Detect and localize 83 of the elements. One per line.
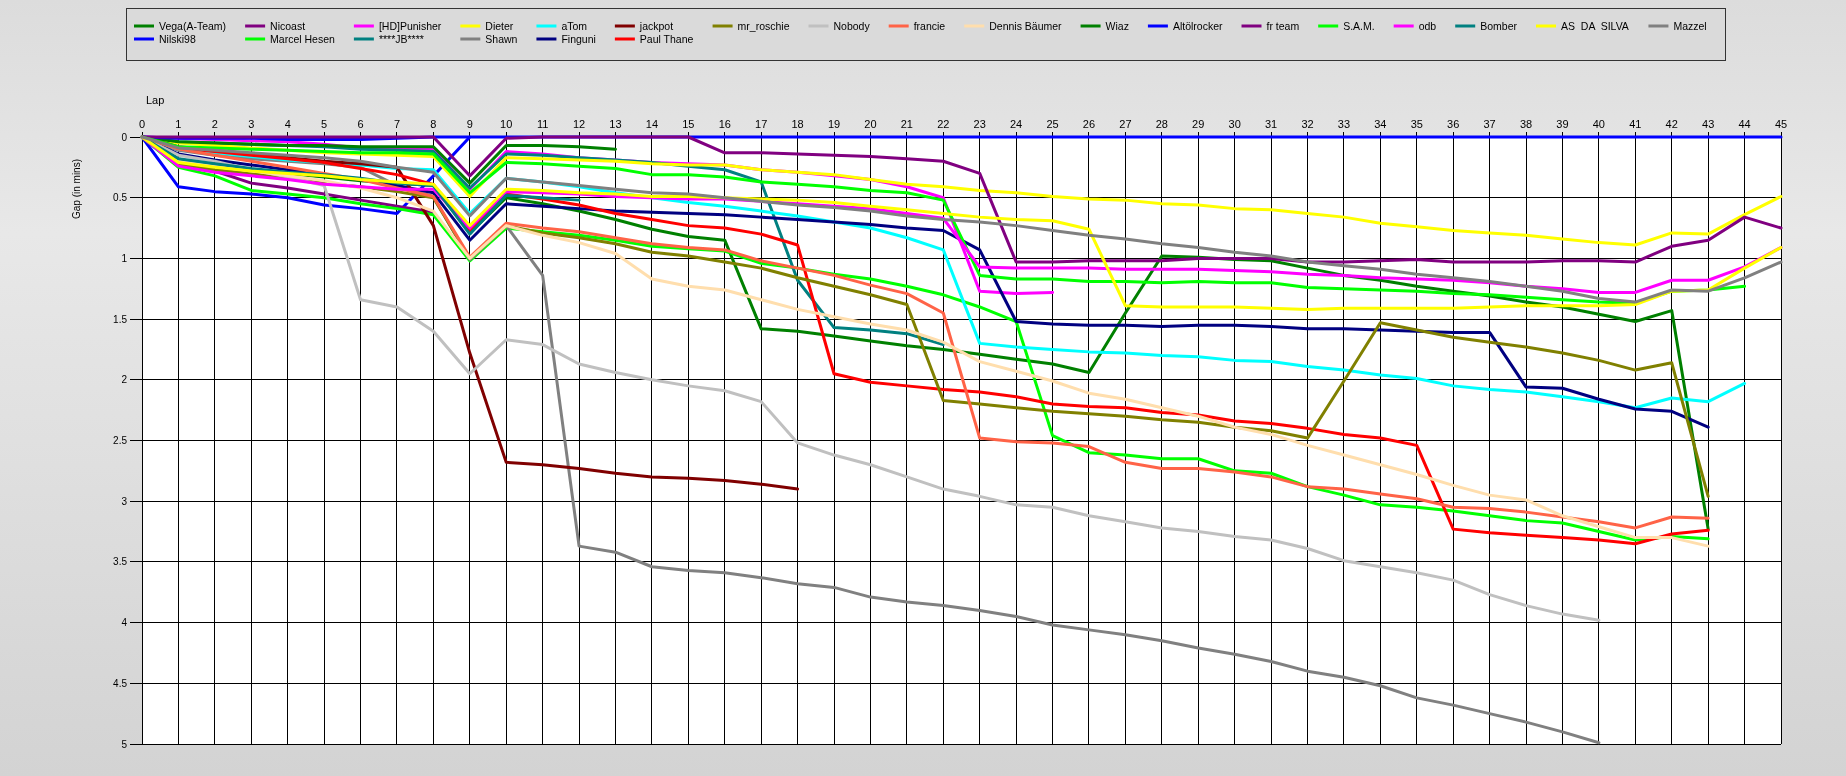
x-tick-label: 6: [357, 118, 364, 130]
legend-label: aTom: [561, 19, 588, 32]
x-tick-label: 24: [1010, 118, 1023, 130]
legend-label: Paul Thane: [639, 32, 694, 45]
legend-label: ****JB****: [378, 32, 424, 45]
legend-label: Finguni: [561, 32, 596, 45]
y-tick-label: 0.5: [113, 192, 128, 204]
x-tick-label: 34: [1374, 118, 1387, 130]
y-tick-label: 5: [121, 738, 128, 750]
y-tick-label: 0: [121, 131, 128, 143]
y-axis-title: Gap (in mins): [71, 158, 82, 220]
x-tick-label: 13: [609, 118, 622, 130]
x-tick-label: 41: [1629, 118, 1642, 130]
x-tick-label: 27: [1119, 118, 1132, 130]
x-tick-label: 18: [791, 118, 804, 130]
legend-label: mr_roschie: [737, 19, 790, 32]
x-tick-label: 31: [1264, 118, 1278, 130]
x-tick-label: 12: [572, 118, 586, 130]
x-tick-label: 15: [682, 118, 695, 130]
x-tick-label: 30: [1228, 118, 1241, 130]
x-tick-label: 39: [1556, 118, 1569, 130]
legend-label: Mazzel: [1673, 19, 1707, 32]
legend-label: Shawn: [485, 32, 518, 45]
x-tick-label: 38: [1519, 118, 1533, 130]
legend-label: Dennis Bäumer: [989, 19, 1063, 32]
x-tick-label: 22: [937, 118, 950, 130]
legend-label: Altölrocker: [1172, 19, 1224, 32]
x-tick-label: 0: [138, 118, 146, 130]
x-tick-label: 45: [1774, 118, 1788, 130]
y-tick-label: 3.5: [113, 556, 128, 568]
legend-label: Marcel Hesen: [270, 32, 336, 45]
x-tick-label: 1: [175, 118, 182, 130]
x-tick-label: 17: [755, 118, 768, 130]
x-tick-label: 35: [1410, 118, 1423, 130]
x-tick-label: 11: [536, 118, 549, 130]
x-tick-label: 8: [430, 118, 437, 130]
y-tick-label: 3: [121, 495, 128, 507]
x-tick-label: 43: [1702, 118, 1715, 130]
x-tick-label: 4: [284, 118, 291, 130]
legend-label: AS DA SILVA: [1560, 19, 1629, 32]
legend-label: francie: [913, 19, 946, 32]
legend-label: Dieter: [485, 19, 514, 32]
x-tick-label: 10: [500, 118, 513, 130]
y-tick-label: 1: [121, 252, 128, 264]
x-tick-label: 23: [973, 118, 986, 130]
y-tick-label: 2.5: [113, 435, 128, 446]
x-tick-label: 5: [321, 118, 328, 130]
y-tick-label: 2: [121, 374, 128, 386]
x-tick-label: 29: [1192, 118, 1205, 130]
x-tick-label: 25: [1046, 118, 1059, 130]
x-tick-label: 7: [393, 118, 401, 130]
legend-label: jackpot: [638, 19, 674, 32]
legend-label: Bomber: [1480, 19, 1518, 32]
legend-label: Wiaz: [1105, 19, 1129, 32]
x-tick-label: 36: [1447, 118, 1460, 130]
x-tick-label: 2: [211, 118, 218, 130]
x-tick-label: 14: [645, 118, 659, 130]
legend-label: [HD]Punisher: [378, 19, 442, 32]
legend-label: fr team: [1266, 19, 1300, 32]
x-tick-label: 28: [1155, 118, 1168, 130]
y-tick-label: 1.5: [113, 313, 128, 325]
x-tick-label: 44: [1738, 118, 1751, 130]
legend-label: Nicoast: [270, 19, 306, 32]
legend-label: Vega(A-Team): [159, 19, 227, 32]
x-tick-label: 32: [1301, 118, 1314, 130]
y-tick-label: 4.5: [113, 677, 128, 689]
x-tick-label: 37: [1483, 118, 1496, 130]
x-tick-label: 26: [1082, 118, 1096, 130]
x-tick-label: 16: [718, 118, 731, 130]
legend-label: odb: [1418, 19, 1437, 32]
x-tick-label: 20: [864, 118, 877, 130]
x-tick-label: 40: [1592, 118, 1606, 130]
x-tick-label: 19: [827, 118, 841, 130]
x-tick-label: 3: [248, 118, 255, 130]
x-tick-label: 42: [1665, 118, 1678, 130]
y-tick-label: 4: [121, 617, 128, 629]
x-tick-label: 21: [900, 118, 913, 130]
legend-label: S.A.M.: [1343, 19, 1375, 32]
legend-label: Nilski98: [159, 32, 196, 45]
x-tick-label: 33: [1337, 118, 1351, 130]
x-tick-label: 9: [466, 118, 473, 130]
legend-label: Nobody: [833, 19, 871, 32]
x-axis-title: Lap: [146, 94, 165, 106]
